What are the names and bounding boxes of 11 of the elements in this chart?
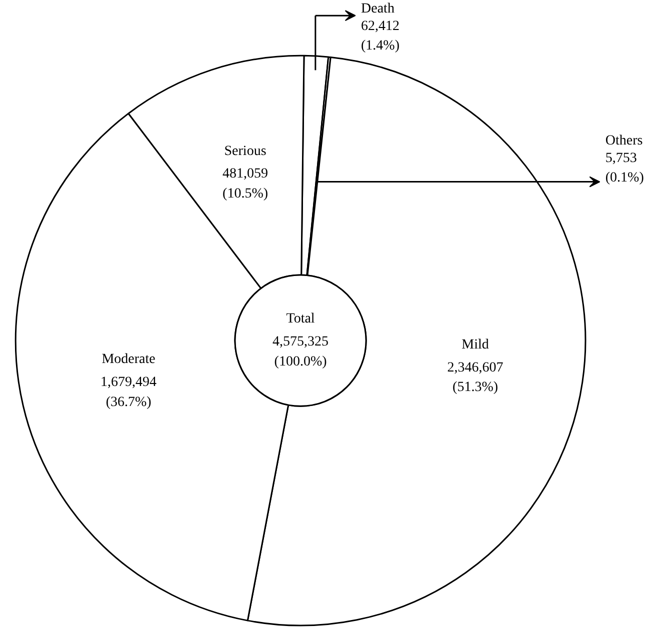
slice-label: Serious <box>224 144 266 159</box>
slice-label: Mild <box>462 337 489 352</box>
data-label: 62,412 (1.4%) <box>361 18 400 54</box>
legend-label: Death <box>361 1 394 16</box>
slice-label: Others <box>605 133 643 148</box>
data-label: 2,346,607 (51.3%) <box>447 360 504 396</box>
data-label: 1,679,494 (36.7%) <box>100 375 157 410</box>
text: Total 4,575,325 (100.0%) <box>272 312 329 370</box>
slice-label: Moderate <box>102 352 156 368</box>
data-label: 481,059 (10.5%) <box>222 166 268 202</box>
data-label: 5,753 (0.1%) <box>605 150 644 186</box>
